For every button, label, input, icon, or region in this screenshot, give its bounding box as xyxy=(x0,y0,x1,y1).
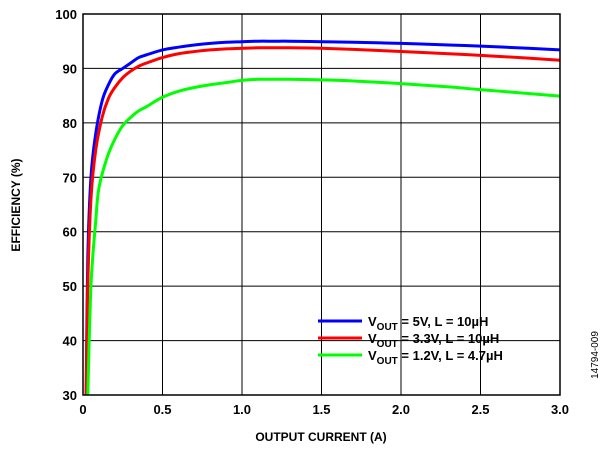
legend-entry: VOUT = 3.3V, L = 10µH xyxy=(368,331,499,350)
x-tick-label: 3.0 xyxy=(551,402,569,417)
y-tick-label: 80 xyxy=(63,116,77,131)
series-line-1v2 xyxy=(86,77,560,395)
y-tick-label: 40 xyxy=(63,334,77,349)
y-tick-label: 70 xyxy=(63,170,77,185)
plot-frame xyxy=(82,13,561,396)
x-tick-label: 0 xyxy=(79,402,86,417)
y-tick-label: 50 xyxy=(63,279,77,294)
y-axis-label: EFFICIENCY (%) xyxy=(9,158,23,251)
grid-lines xyxy=(83,14,560,395)
y-tick-label: 90 xyxy=(63,61,77,76)
x-tick-labels: 0 0.5 1.0 1.5 2.0 2.5 3.0 xyxy=(79,402,569,417)
x-axis-label: OUTPUT CURRENT (A) xyxy=(255,430,386,444)
x-tick-label: 2.0 xyxy=(392,402,410,417)
figure-id: 14794-009 xyxy=(590,331,601,379)
x-tick-label: 2.5 xyxy=(471,402,489,417)
x-tick-label: 1.5 xyxy=(312,402,330,417)
series-line-5v xyxy=(84,39,560,395)
y-tick-labels: 30 40 50 60 70 80 90 100 xyxy=(55,7,77,403)
x-tick-label: 1.0 xyxy=(233,402,251,417)
y-tick-label: 30 xyxy=(63,388,77,403)
y-tick-label: 100 xyxy=(55,7,77,22)
legend-entry: VOUT = 1.2V, L = 4.7µH xyxy=(368,348,503,367)
x-tick-label: 0.5 xyxy=(153,402,171,417)
series-layer xyxy=(84,39,560,395)
y-tick-label: 60 xyxy=(63,225,77,240)
series-line-3v3 xyxy=(84,46,560,395)
legend-entry: VOUT = 5V, L = 10µH xyxy=(368,314,488,333)
